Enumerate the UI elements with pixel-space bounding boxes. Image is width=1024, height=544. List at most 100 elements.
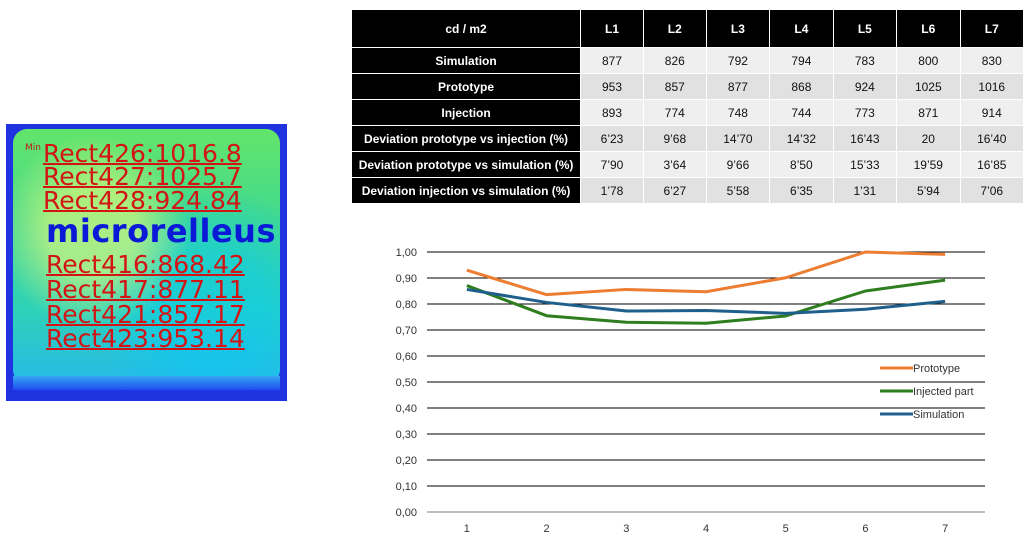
table-cell: 800 [896,47,961,74]
column-header: L1 [580,9,644,48]
map-rect-label: Rect426:1016.8 [43,139,242,168]
map-rect-label: Rect427:1025.7 [43,162,242,191]
table-cell: 19’59 [896,151,961,178]
legend-label: Injected part [913,386,974,398]
table-cell: 5’58 [705,177,771,204]
column-header: L7 [959,9,1024,48]
map-brand-text: microrelleus [46,212,276,250]
table-cell: 830 [959,47,1024,74]
table-cell: 1’78 [580,177,644,204]
table-cell: 783 [832,47,898,74]
y-tick-label: 0,90 [396,273,417,285]
table-cell: 16’40 [959,125,1024,152]
table-cell: 15’33 [832,151,898,178]
table-cell: 7’90 [580,151,644,178]
table-cell: 9’66 [705,151,771,178]
table-cell: 6’35 [769,177,834,204]
chart-series [466,250,946,325]
table-cell: 1025 [896,73,961,100]
table-cell: 16’43 [832,125,898,152]
y-tick-label: 0,60 [396,351,417,363]
table-row: Deviation prototype vs simulation (%) 7’9… [350,151,1024,178]
line-chart: 0,00 0,10 0,20 0,30 0,40 0,50 0,60 0,70 0,80 0,90… [396,247,985,535]
row-header: Deviation prototype vs injection (%) [350,125,582,152]
table-cell: 774 [642,99,707,126]
table-row: Simulation 877 826 792 794 783 800 830 [350,47,1024,74]
table-cell: 20 [896,125,961,152]
table-cell: 14’70 [705,125,771,152]
table-row: Prototype 953 857 877 868 924 1025 1016 [350,73,1024,100]
row-header: Simulation [350,47,582,74]
table-cell: 1’31 [832,177,898,204]
y-tick-label: 0,20 [396,455,417,467]
table-cell: 1016 [959,73,1024,100]
series-line-injected-part [466,278,946,325]
column-header: L6 [896,9,961,48]
table-cell: 953 [580,73,644,100]
table-corner-header: cd / m2 [350,9,582,48]
table-cell: 826 [642,47,707,74]
x-tick-label: 1 [464,523,470,535]
x-tick-label: 4 [703,523,709,535]
table-cell: 871 [896,99,961,126]
legend-label: Prototype [913,363,960,375]
table-cell: 8’50 [769,151,834,178]
table-body: Simulation 877 826 792 794 783 800 830 Prototype… [350,47,1024,204]
y-tick-label: 0,40 [396,403,417,415]
table-cell: 893 [580,99,644,126]
map-luminance-field [13,129,280,384]
column-header: L2 [642,9,707,48]
table-cell: 748 [705,99,771,126]
x-tick-label: 5 [783,523,789,535]
table-cell: 857 [642,73,707,100]
column-header: L4 [769,9,834,48]
table-cell: 794 [769,47,834,74]
chart-legend: Prototype Injected part Simulation [880,363,974,421]
y-tick-label: 1,00 [396,247,417,259]
y-tick-label: 0,30 [396,429,417,441]
table-cell: 16’85 [959,151,1024,178]
table-row: Deviation injection vs simulation (%) 1’7… [350,177,1024,204]
map-bottom-band [13,376,280,390]
y-tick-label: 0,00 [396,507,417,519]
map-rect-label: Rect421:857.17 [46,300,245,329]
table-cell: 877 [580,47,644,74]
table-cell: 792 [705,47,771,74]
row-header: Deviation prototype vs simulation (%) [350,151,582,178]
series-line-prototype [466,250,946,297]
map-rect-label: Rect428:924.84 [43,186,242,215]
table-row: Injection 893 774 748 744 773 871 914 [350,99,1024,126]
series-line-simulation [466,287,946,315]
row-header: Injection [350,99,582,126]
y-tick-label: 0,50 [396,377,417,389]
table-header-row: cd / m2 L1 L2 L3 L4 L5 L6 L7 [350,9,1024,48]
table-cell: 6’27 [642,177,707,204]
column-header: L3 [705,9,771,48]
map-rect-label: Rect417:877.11 [46,275,245,304]
table-cell: 744 [769,99,834,126]
table-cell: 7’06 [959,177,1024,204]
y-tick-label: 0,70 [396,325,417,337]
table-cell: 773 [832,99,898,126]
table-cell: 914 [959,99,1024,126]
luminance-map-image: Min Rect426:1016.8 Rect427:1025.7 Rect42… [6,124,287,401]
row-header: Deviation injection vs simulation (%) [350,177,582,204]
table-cell: 868 [769,73,834,100]
x-tick-label: 7 [942,523,948,535]
luminance-table: cd / m2 L1 L2 L3 L4 L5 L6 L7 Simulation 8… [350,9,1024,204]
row-header: Prototype [350,73,582,100]
x-tick-label: 2 [544,523,550,535]
x-tick-label: 6 [862,523,868,535]
table-cell: 6’23 [580,125,644,152]
legend-label: Simulation [913,409,964,421]
table-cell: 14’32 [769,125,834,152]
table-cell: 3’64 [642,151,707,178]
table-cell: 877 [705,73,771,100]
table-cell: 9’68 [642,125,707,152]
column-header: L5 [832,9,898,48]
table-cell: 924 [832,73,898,100]
table-row: Deviation prototype vs injection (%) 6’23… [350,125,1024,152]
chart-grid [427,251,985,513]
map-min-label: Min [25,143,41,153]
map-rect-label: Rect416:868.42 [46,250,245,279]
